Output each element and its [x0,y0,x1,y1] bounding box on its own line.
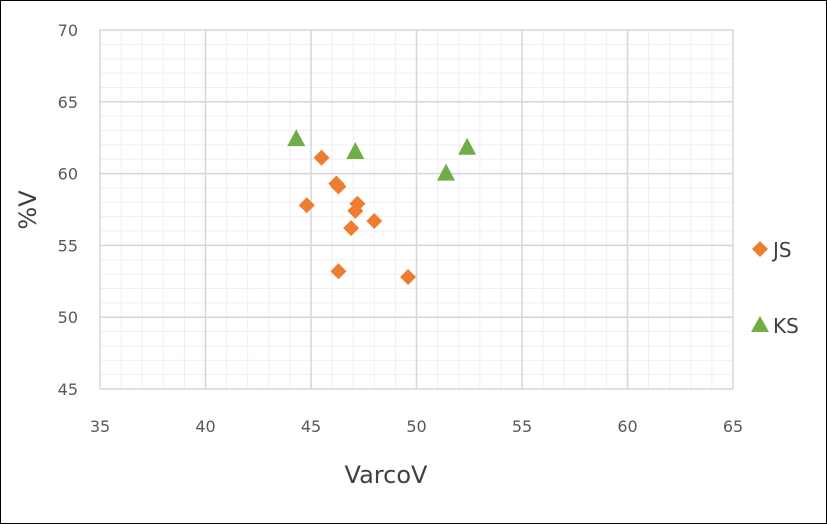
y-tick-label: 55 [58,236,78,255]
y-axis-title: %V [14,190,42,230]
y-tick-label: 50 [58,308,78,327]
x-tick-label: 35 [90,417,110,436]
y-tick-labels: 45 50 55 60 65 70 [58,21,78,399]
x-tick-label: 55 [512,417,532,436]
data-point-js [343,220,360,237]
data-point-js [330,178,347,195]
legend-item-js[interactable]: JS [752,238,792,262]
data-point-ks [458,137,477,155]
data-point-js [313,149,330,166]
y-tick-label: 70 [58,21,78,40]
major-gridlines [99,29,734,390]
x-tick-labels: 35 40 45 50 55 60 65 [90,417,743,436]
x-tick-label: 50 [406,417,426,436]
legend-ks-label: KS [773,314,799,338]
y-tick-label: 60 [58,165,78,184]
x-tick-label: 60 [617,417,637,436]
legend: JS KS [751,238,799,338]
data-points [287,129,477,285]
legend-item-ks[interactable]: KS [751,314,799,338]
data-point-js [298,197,315,214]
x-tick-label: 40 [195,417,215,436]
data-point-ks [437,163,456,181]
data-point-ks [287,129,306,147]
data-point-js [400,268,417,285]
y-tick-label: 65 [58,93,78,112]
x-axis-title: VarcoV [345,461,428,489]
y-tick-label: 45 [58,380,78,399]
x-tick-label: 45 [301,417,321,436]
x-tick-label: 65 [723,417,743,436]
data-point-js [349,195,366,212]
data-point-ks [346,142,365,160]
data-point-js [366,212,383,229]
legend-js-label: JS [771,238,792,262]
data-point-js [330,263,347,280]
legend-ks-triangle-marker [751,316,769,332]
legend-js-diamond-marker [752,241,768,257]
